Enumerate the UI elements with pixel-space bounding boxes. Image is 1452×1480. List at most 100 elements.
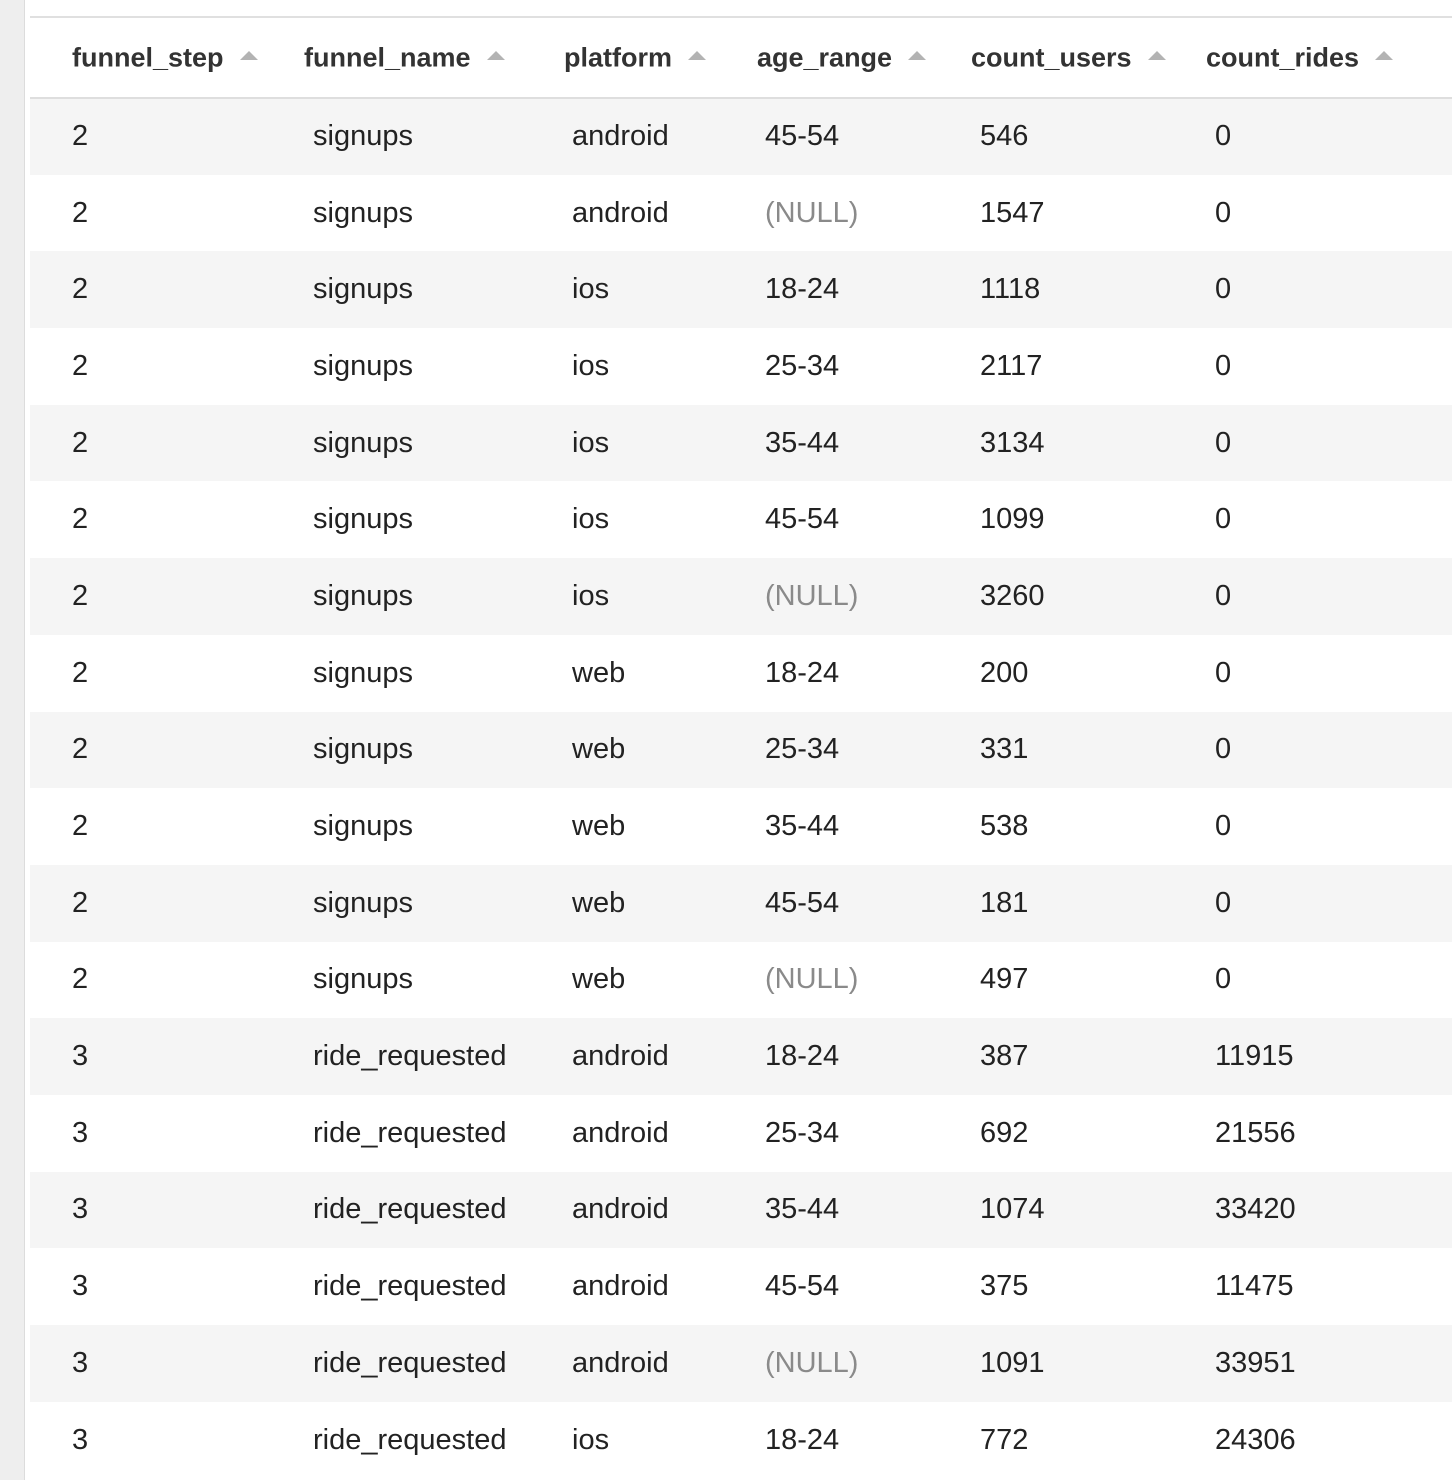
cell-funnel-step: 2 [72,579,89,612]
cell-age-range: 18-24 [765,273,840,306]
cell-count-users: 1118 [980,273,1041,306]
column-header-age-range[interactable]: age_range [715,18,929,99]
column-header-funnel-step[interactable]: funnel_step [30,18,261,99]
cell-platform: web [572,810,626,843]
table-row[interactable]: 2 signups web 35-44 538 0 [30,788,1452,865]
cell-funnel-name: ride_requested [313,1270,507,1303]
cell-count-rides: 0 [1215,579,1232,612]
results-panel [24,0,1452,1480]
cell-count-users: 200 [980,656,1029,689]
cell-count-users: 1099 [980,503,1045,536]
sort-ascending-icon[interactable] [486,50,505,60]
table-row[interactable]: 2 signups web (NULL) 497 0 [30,941,1452,1019]
cell-count-users: 1547 [980,196,1045,229]
cell-age-range: 18-24 [765,1423,840,1456]
table-row[interactable]: 2 signups web 25-34 331 0 [30,711,1452,789]
cell-platform: android [572,1193,669,1226]
cell-count-users: 497 [980,963,1029,996]
cell-funnel-step: 3 [72,1346,89,1379]
cell-count-rides: 33951 [1215,1346,1296,1379]
cell-platform: web [572,733,626,766]
cell-funnel-step: 3 [72,1423,89,1456]
sort-ascending-icon[interactable] [908,50,927,60]
cell-platform: ios [572,349,610,382]
cell-funnel-name: signups [313,579,413,612]
table-row[interactable]: 3 ride_requested android 45-54 375 11475 [30,1248,1452,1325]
column-header-count-rides[interactable]: count_rides [1166,18,1452,99]
cell-count-users: 387 [980,1040,1029,1073]
cell-funnel-step: 2 [72,120,89,153]
cell-count-users: 1074 [980,1193,1045,1226]
cell-funnel-step: 2 [72,349,89,382]
cell-count-rides: 0 [1215,886,1232,919]
cell-funnel-name: signups [313,120,413,153]
table-body: 2 signups android 45-54 546 0 2 signups android (… [30,98,1452,1479]
cell-funnel-step: 3 [72,1193,89,1226]
table-row[interactable]: 3 ride_requested android 35-44 1074 33420 [30,1171,1452,1249]
cell-age-range: 45-54 [765,886,840,919]
table-row[interactable]: 2 signups android 45-54 546 0 [30,98,1452,175]
cell-platform: ios [572,1423,610,1456]
cell-count-users: 1091 [980,1346,1045,1379]
column-header-count-users[interactable]: count_users [929,18,1166,99]
header-row: funnel_step funnel_name platform age_ran… [30,18,1452,99]
cell-platform: android [572,1116,669,1149]
cell-funnel-name: ride_requested [313,1193,507,1226]
cell-age-range: 25-34 [765,1116,840,1149]
cell-count-rides: 24306 [1215,1423,1296,1456]
cell-age-range: (NULL) [765,579,859,612]
table-row[interactable]: 3 ride_requested ios 18-24 772 24306 [30,1401,1452,1479]
cell-count-rides: 0 [1215,273,1232,306]
cell-funnel-name: signups [313,349,413,382]
cell-count-users: 181 [980,886,1029,919]
column-header-platform[interactable]: platform [521,18,715,99]
cell-funnel-name: ride_requested [313,1116,507,1149]
column-header-label: platform [564,42,672,73]
cell-count-rides: 0 [1215,196,1232,229]
cell-count-users: 375 [980,1270,1029,1303]
cell-funnel-step: 2 [72,503,89,536]
cell-count-users: 2117 [980,349,1043,382]
cell-platform: android [572,1270,669,1303]
cell-count-rides: 21556 [1215,1116,1296,1149]
table-row[interactable]: 2 signups web 18-24 200 0 [30,634,1452,712]
cell-funnel-name: signups [313,503,413,536]
table-row[interactable]: 2 signups android (NULL) 1547 0 [30,174,1452,252]
cell-platform: ios [572,426,610,459]
cell-age-range: (NULL) [765,963,859,996]
table-row[interactable]: 2 signups ios 45-54 1099 0 [30,481,1452,559]
table-row[interactable]: 2 signups ios (NULL) 3260 0 [30,558,1452,635]
sort-ascending-icon[interactable] [688,50,706,60]
table-row[interactable]: 2 signups ios 18-24 1118 0 [30,251,1452,329]
cell-age-range: (NULL) [765,196,859,229]
cell-funnel-step: 2 [72,810,89,843]
cell-platform: ios [572,579,610,612]
table-row[interactable]: 3 ride_requested android (NULL) 1091 33951 [30,1325,1452,1402]
cell-funnel-name: signups [313,963,413,996]
cell-age-range: 35-44 [765,1193,840,1226]
cell-count-users: 772 [980,1423,1029,1456]
table-row[interactable]: 2 signups ios 35-44 3134 0 [30,404,1452,482]
table-row[interactable]: 2 signups ios 25-34 2117 0 [30,328,1452,405]
cell-platform: android [572,1040,669,1073]
table-row[interactable]: 3 ride_requested android 25-34 692 21556 [30,1094,1452,1172]
cell-funnel-name: ride_requested [313,1040,507,1073]
table-row[interactable]: 3 ride_requested android 18-24 387 11915 [30,1018,1452,1095]
column-header-label: funnel_step [72,42,224,73]
cell-funnel-step: 2 [72,886,89,919]
column-header-funnel-name[interactable]: funnel_name [261,18,521,99]
cell-funnel-step: 3 [72,1116,89,1149]
cell-age-range: 45-54 [765,120,840,153]
cell-count-rides: 11475 [1215,1270,1294,1303]
table-row[interactable]: 2 signups web 45-54 181 0 [30,864,1452,942]
sort-ascending-icon[interactable] [1375,50,1394,60]
cell-funnel-name: signups [313,886,413,919]
cell-funnel-step: 2 [72,426,89,459]
cell-funnel-name: ride_requested [313,1346,507,1379]
cell-platform: web [572,963,626,996]
cell-age-range: (NULL) [765,1346,859,1379]
cell-platform: ios [572,273,610,306]
cell-platform: web [572,886,626,919]
sort-ascending-icon[interactable] [1147,50,1166,60]
sort-ascending-icon[interactable] [239,50,258,60]
